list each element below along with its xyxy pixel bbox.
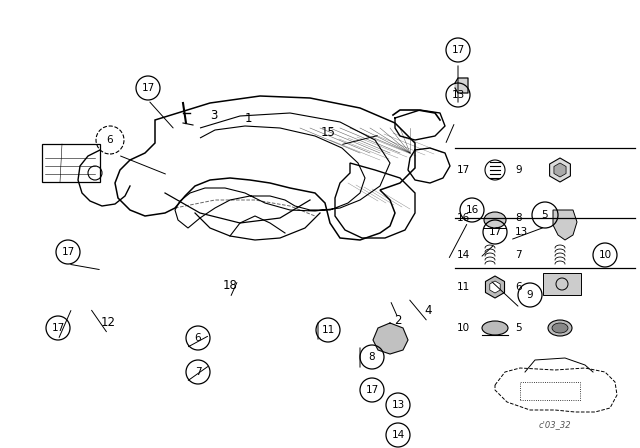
- Text: 11: 11: [321, 325, 335, 335]
- Text: 17: 17: [451, 45, 465, 55]
- Text: 13: 13: [392, 400, 404, 410]
- Ellipse shape: [482, 321, 508, 335]
- Text: c'03_32: c'03_32: [539, 421, 572, 430]
- Text: 17: 17: [365, 385, 379, 395]
- Text: 17: 17: [51, 323, 65, 333]
- Text: 6: 6: [515, 282, 522, 292]
- Text: 12: 12: [100, 315, 115, 328]
- Polygon shape: [553, 210, 577, 240]
- Polygon shape: [550, 158, 570, 182]
- Text: 17: 17: [61, 247, 75, 257]
- Text: 7: 7: [195, 367, 202, 377]
- Bar: [520, 382, 580, 400]
- Text: 16: 16: [465, 205, 479, 215]
- Text: 5: 5: [515, 323, 522, 333]
- Text: 8: 8: [515, 213, 522, 223]
- Text: 17: 17: [141, 83, 155, 93]
- Polygon shape: [486, 276, 504, 298]
- Ellipse shape: [484, 212, 506, 228]
- Text: 9: 9: [527, 290, 533, 300]
- Text: 13: 13: [451, 90, 465, 100]
- Text: 13: 13: [515, 227, 528, 237]
- Text: 10: 10: [598, 250, 612, 260]
- Text: 2: 2: [394, 314, 402, 327]
- Ellipse shape: [548, 320, 572, 336]
- Text: 16: 16: [457, 213, 470, 223]
- Text: 10: 10: [457, 323, 470, 333]
- Polygon shape: [373, 323, 408, 354]
- Text: 1: 1: [244, 112, 252, 125]
- Text: 7: 7: [515, 250, 522, 260]
- Text: 8: 8: [369, 352, 375, 362]
- Text: 4: 4: [424, 303, 432, 316]
- Text: 17: 17: [488, 227, 502, 237]
- Polygon shape: [554, 163, 566, 177]
- Polygon shape: [490, 281, 500, 293]
- Bar: [42, 144, 100, 182]
- Ellipse shape: [552, 323, 568, 333]
- Text: 9: 9: [515, 165, 522, 175]
- Text: 14: 14: [457, 250, 470, 260]
- Polygon shape: [455, 78, 468, 93]
- Text: 6: 6: [195, 333, 202, 343]
- Text: 17: 17: [457, 165, 470, 175]
- Text: 3: 3: [211, 108, 218, 121]
- Text: 15: 15: [321, 125, 335, 138]
- Text: 6: 6: [107, 135, 113, 145]
- Text: 18: 18: [223, 279, 237, 292]
- Text: 14: 14: [392, 430, 404, 440]
- Text: 11: 11: [457, 282, 470, 292]
- Bar: [543, 273, 581, 295]
- Text: 5: 5: [541, 210, 548, 220]
